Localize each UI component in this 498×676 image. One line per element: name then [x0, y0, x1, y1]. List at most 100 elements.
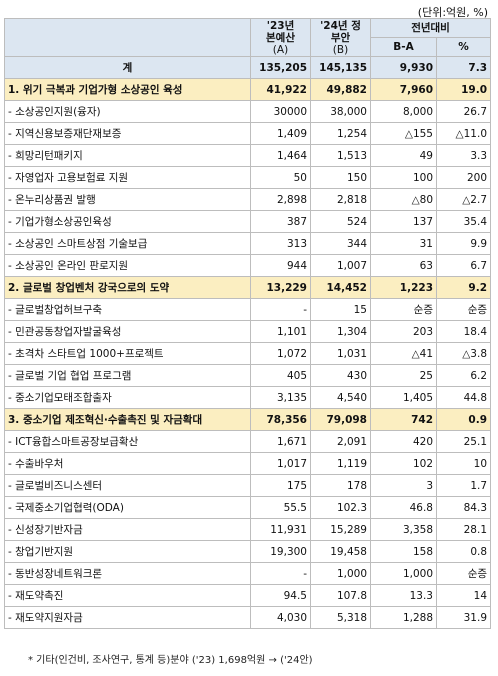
value-pct: 200 — [435, 166, 492, 189]
value-pct: 1.7 — [435, 474, 492, 497]
row-name: - 동반성장네트워크론 — [4, 562, 251, 585]
table-row: - 국제중소기업협력(ODA) 55.5 102.3 46.8 84.3 — [4, 496, 492, 519]
row-name: - 수출바우처 — [4, 452, 251, 475]
table-row: - 초격차 스타트업 1000+프로젝트 1,072 1,031 △41 △3.8 — [4, 342, 492, 365]
row-name: - 초격차 스타트업 1000+프로젝트 — [4, 342, 251, 365]
value-2024: 430 — [310, 364, 371, 387]
value-2023: 41,922 — [250, 78, 311, 101]
value-pct: 84.3 — [435, 496, 492, 519]
value-diff: △41 — [370, 342, 437, 365]
header-diff: B-A — [370, 37, 437, 57]
value-pct: 19.0 — [435, 78, 492, 101]
table-row: - 신성장기반자금 11,931 15,289 3,358 28.1 — [4, 518, 492, 541]
value-pct: △3.8 — [435, 342, 492, 365]
value-2023: 1,464 — [250, 144, 311, 167]
value-pct: 35.4 — [435, 210, 492, 233]
table-row: - 온누리상품권 발행 2,898 2,818 △80 △2.7 — [4, 188, 492, 211]
value-2024: 1,513 — [310, 144, 371, 167]
value-2023: 1,072 — [250, 342, 311, 365]
value-2023: 405 — [250, 364, 311, 387]
table-row: - 글로벌 기업 협업 프로그램 405 430 25 6.2 — [4, 364, 492, 387]
table-row: - 중소기업모태조합출자 3,135 4,540 1,405 44.8 — [4, 386, 492, 409]
value-2024: 1,000 — [310, 562, 371, 585]
value-2024: 178 — [310, 474, 371, 497]
header-blank — [4, 18, 251, 57]
value-2024: 2,818 — [310, 188, 371, 211]
table-row: - 자영업자 고용보험료 지원 50 150 100 200 — [4, 166, 492, 189]
value-pct: 10 — [435, 452, 492, 475]
row-name: - 지역신용보증재단재보증 — [4, 122, 251, 145]
value-2024: 2,091 — [310, 430, 371, 453]
value-diff: 420 — [370, 430, 437, 453]
row-name: - 자영업자 고용보험료 지원 — [4, 166, 251, 189]
value-pct: 18.4 — [435, 320, 492, 343]
value-2024: 15,289 — [310, 518, 371, 541]
value-2024: 15 — [310, 298, 371, 321]
table-row: - 글로벌창업허브구축 -15 순증 순증 — [4, 298, 492, 321]
value-diff: 8,000 — [370, 100, 437, 123]
value-2023: 50 — [250, 166, 311, 189]
value-diff: 31 — [370, 232, 437, 255]
value-diff: 63 — [370, 254, 437, 277]
row-name: - 소상공인 스마트상점 기술보급 — [4, 232, 251, 255]
value-pct: 28.1 — [435, 518, 492, 541]
value-2023: 19,300 — [250, 540, 311, 563]
category-row: 1. 위기 극복과 기업가형 소상공인 육성 41,922 49,882 7,960 1… — [4, 78, 492, 101]
value-diff: 1,000 — [370, 562, 437, 585]
value-2023: 1,101 — [250, 320, 311, 343]
value-pct: 25.1 — [435, 430, 492, 453]
row-name: - 소상공인 온라인 판로지원 — [4, 254, 251, 277]
value-diff: 49 — [370, 144, 437, 167]
value-diff: 7,960 — [370, 78, 437, 101]
value-pct: 순증 — [435, 298, 492, 321]
table-row: - 지역신용보증재단재보증 1,409 1,254 △155 △11.0 — [4, 122, 492, 145]
value-pct: △2.7 — [435, 188, 492, 211]
value-diff: 1,405 — [370, 386, 437, 409]
table-header: '23년 본예산 (A) '24년 정 부안 (B) 전년대비 B-A % — [4, 18, 492, 57]
value-pct: 14 — [435, 584, 492, 607]
row-name: - 창업기반지원 — [4, 540, 251, 563]
row-name: 3. 중소기업 제조혁신·수출촉진 및 자금확대 — [4, 408, 251, 431]
value-2023: 30000 — [250, 100, 311, 123]
value-pct: △11.0 — [435, 122, 492, 145]
value-2023: 94.5 — [250, 584, 311, 607]
table-body: 계 135,205 145,135 9,930 7.3 1. 위기 극복과 기업가형 소상… — [4, 56, 492, 629]
value-2023: 175 — [250, 474, 311, 497]
value-2023: 135,205 — [250, 56, 311, 79]
row-name: - 재도약지원자금 — [4, 606, 251, 629]
value-diff: 1,288 — [370, 606, 437, 629]
table-row: - ICT융합스마트공장보급확산 1,671 2,091 420 25.1 — [4, 430, 492, 453]
value-pct: 44.8 — [435, 386, 492, 409]
table-row: - 재도약촉진 94.5 107.8 13.3 14 — [4, 584, 492, 607]
value-2023: 1,017 — [250, 452, 311, 475]
table-row: - 창업기반지원 19,300 19,458 158 0.8 — [4, 540, 492, 563]
row-name: - 국제중소기업협력(ODA) — [4, 496, 251, 519]
value-diff: 9,930 — [370, 56, 437, 79]
header-2023-budget: '23년 본예산 (A) — [250, 18, 311, 57]
value-pct: 6.2 — [435, 364, 492, 387]
value-diff: 102 — [370, 452, 437, 475]
value-pct: 9.9 — [435, 232, 492, 255]
table-row: - 소상공인 온라인 판로지원 944 1,007 63 6.7 — [4, 254, 492, 277]
value-diff: 137 — [370, 210, 437, 233]
value-pct: 7.3 — [435, 56, 492, 79]
value-diff: 13.3 — [370, 584, 437, 607]
value-2024: 1,031 — [310, 342, 371, 365]
value-diff: 158 — [370, 540, 437, 563]
row-name: - 소상공인지원(융자) — [4, 100, 251, 123]
table-row: - 수출바우처 1,017 1,119 102 10 — [4, 452, 492, 475]
value-diff: △80 — [370, 188, 437, 211]
value-diff: 46.8 — [370, 496, 437, 519]
value-pct: 31.9 — [435, 606, 492, 629]
value-diff: △155 — [370, 122, 437, 145]
table-row: - 글로벌비즈니스센터 175 178 3 1.7 — [4, 474, 492, 497]
value-2024: 79,098 — [310, 408, 371, 431]
table-row: - 희망리턴패키지 1,464 1,513 49 3.3 — [4, 144, 492, 167]
value-2023: 2,898 — [250, 188, 311, 211]
row-name: - 기업가형소상공인육성 — [4, 210, 251, 233]
value-2023: 1,671 — [250, 430, 311, 453]
value-2024: 49,882 — [310, 78, 371, 101]
value-2024: 107.8 — [310, 584, 371, 607]
value-2024: 1,007 — [310, 254, 371, 277]
header-2024-proposal: '24년 정 부안 (B) — [310, 18, 371, 57]
